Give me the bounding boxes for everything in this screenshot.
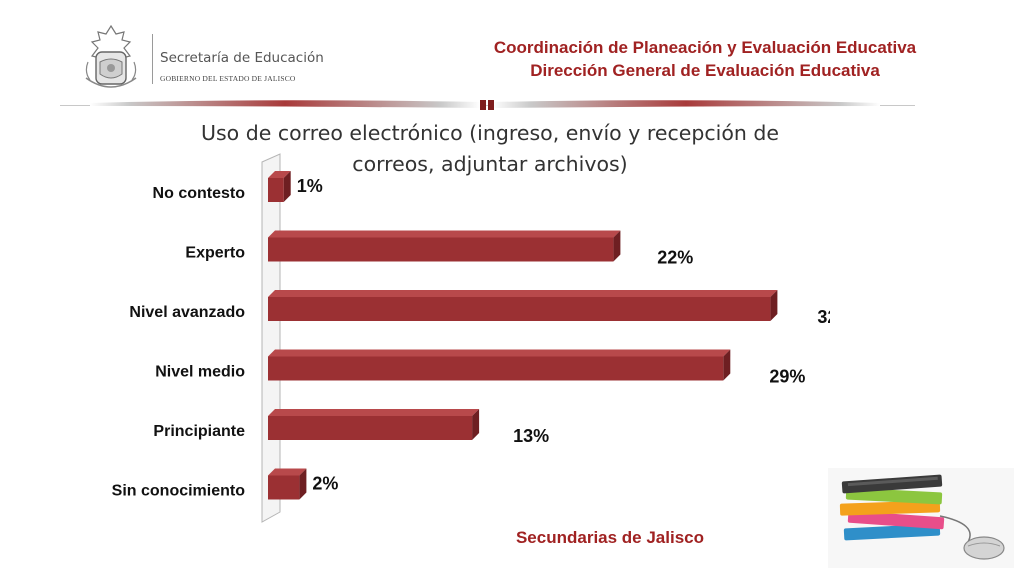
category-label: Experto <box>185 245 245 262</box>
books-and-mouse-icon <box>828 468 1014 568</box>
bar-side <box>770 290 778 321</box>
category-label: Sin conocimiento <box>112 483 246 500</box>
category-label: Nivel medio <box>155 364 245 381</box>
bar-top <box>268 409 480 416</box>
value-label: 1% <box>297 176 323 196</box>
value-label: 13% <box>513 426 549 446</box>
bar-4 <box>268 409 480 440</box>
bar-1 <box>268 230 621 262</box>
bar-3 <box>268 349 731 381</box>
bar-side <box>472 409 480 440</box>
value-label: 32% <box>817 307 830 327</box>
header-rule <box>60 100 915 110</box>
category-label: Principiante <box>153 423 245 440</box>
bar-side <box>613 230 621 262</box>
bar-top <box>268 468 307 476</box>
axis-wall <box>261 153 281 523</box>
bar-0 <box>268 171 291 202</box>
chart-category-labels: No contesto Experto Nivel avanzado Nivel me… <box>112 185 246 500</box>
chart-title: Uso de correo electrónico (ingreso, enví… <box>201 121 779 176</box>
bar-front <box>268 475 300 500</box>
header-line-2: Dirección General de Evaluación Educativ… <box>530 61 880 80</box>
bar-front <box>268 356 724 381</box>
chart-caption: Secundarias de Jalisco <box>515 528 705 547</box>
bar-top <box>268 349 731 357</box>
bar-2 <box>268 290 778 321</box>
bar-front <box>268 297 771 321</box>
jalisco-seal-icon <box>85 24 137 88</box>
category-label: Nivel avanzado <box>129 304 245 321</box>
chart-bars <box>268 171 778 500</box>
bar-side <box>723 349 731 381</box>
value-label: 29% <box>769 367 805 387</box>
bar-5 <box>268 468 307 500</box>
bar-top <box>268 171 291 178</box>
bar-front <box>268 416 473 440</box>
bar-front <box>268 178 284 202</box>
org-subtitle: GOBIERNO DEL ESTADO DE JALISCO <box>160 74 296 83</box>
bar-chart: No contesto Experto Nivel avanzado Nivel me… <box>112 153 830 523</box>
org-name: Secretaría de Educación <box>160 50 324 66</box>
value-label: 2% <box>312 474 338 494</box>
chart-axis-wall <box>261 153 281 523</box>
bar-top <box>268 290 778 297</box>
chart-value-labels: 1% 22% 32% 29% 13% 2% <box>297 176 830 494</box>
bar-top <box>268 230 621 238</box>
secretaria-logo: Secretaría de Educación GOBIERNO DEL EST… <box>78 22 324 94</box>
bar-side <box>283 171 291 202</box>
bar-side <box>299 468 307 500</box>
bar-front <box>268 237 614 262</box>
header-line-1: Coordinación de Planeación y Evaluación … <box>493 38 917 57</box>
category-label: No contesto <box>153 185 246 202</box>
value-label: 22% <box>657 248 693 268</box>
logo-divider <box>152 34 153 84</box>
